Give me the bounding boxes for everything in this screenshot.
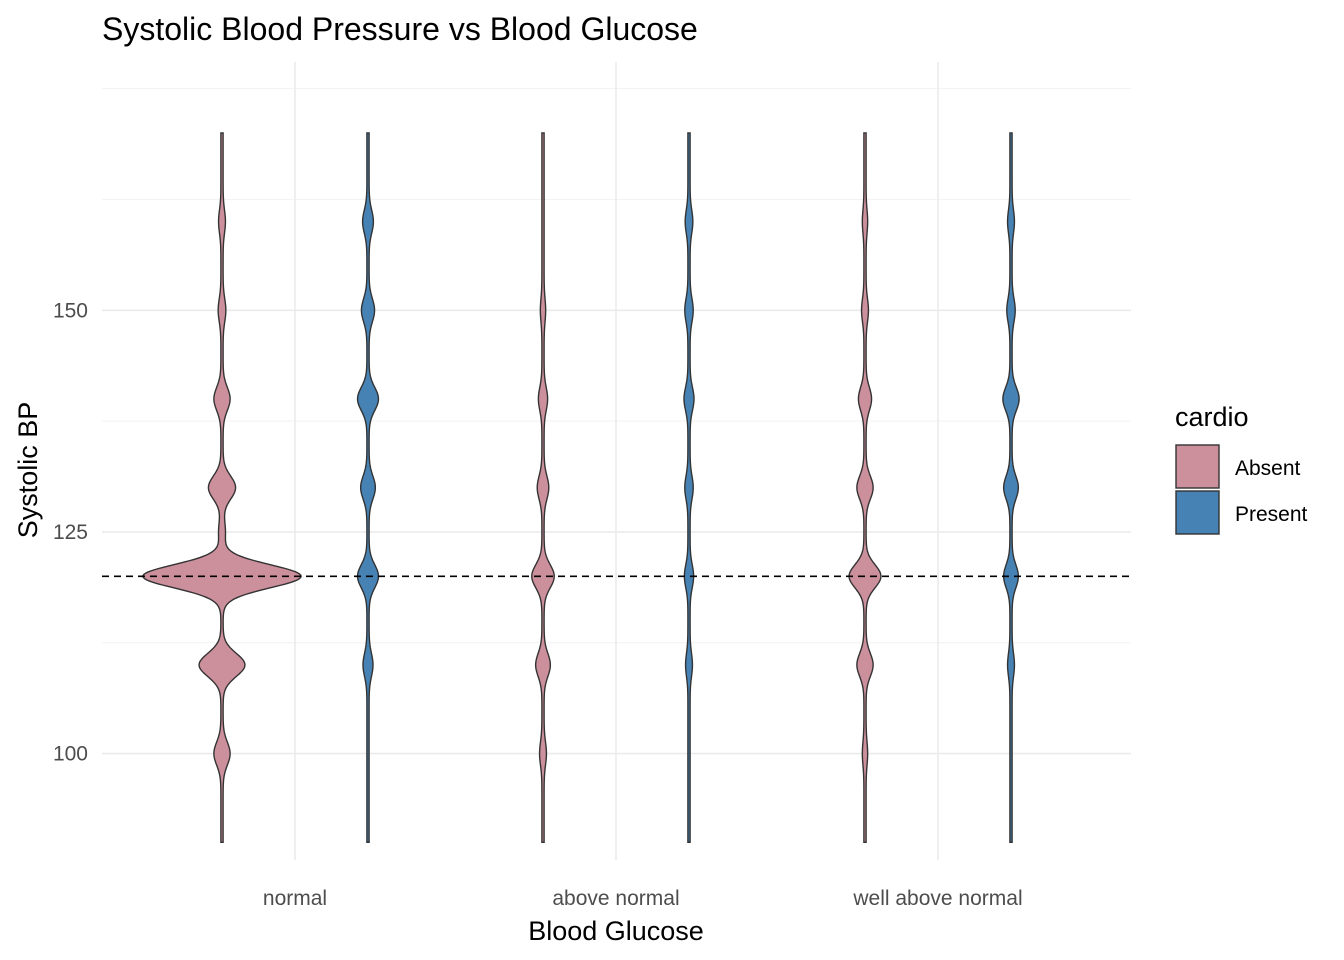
legend-title: cardio	[1175, 402, 1249, 432]
legend-label-present: Present	[1235, 503, 1308, 526]
x-tick-label: normal	[263, 887, 327, 910]
y-tick-label: 125	[53, 521, 88, 544]
x-axis-title: Blood Glucose	[528, 916, 704, 946]
violin-well-above-normal-present	[1002, 132, 1020, 843]
legend-key-present	[1175, 490, 1220, 535]
x-tick-label: above normal	[552, 887, 679, 910]
legend-key-absent	[1175, 444, 1220, 489]
legend-label-absent: Absent	[1235, 457, 1301, 480]
y-axis-ticks: 100 125 150	[53, 299, 88, 765]
violin-above-normal-absent	[531, 132, 555, 843]
y-tick-label: 150	[53, 299, 88, 322]
y-tick-label: 100	[53, 743, 88, 766]
violin-above-normal-present	[683, 132, 695, 843]
violin-well-above-normal-absent	[848, 132, 882, 843]
chart-title: Systolic Blood Pressure vs Blood Glucose	[102, 11, 698, 47]
y-axis-title: Systolic BP	[13, 402, 43, 539]
x-tick-label: well above normal	[852, 887, 1022, 910]
legend: cardio Absent Present	[1175, 402, 1308, 535]
x-axis-ticks: normal above normal well above normal	[263, 887, 1023, 910]
violins	[142, 132, 1020, 843]
violin-normal-absent	[142, 132, 302, 843]
violin-normal-present	[356, 132, 380, 843]
grid-lines	[102, 62, 1131, 860]
